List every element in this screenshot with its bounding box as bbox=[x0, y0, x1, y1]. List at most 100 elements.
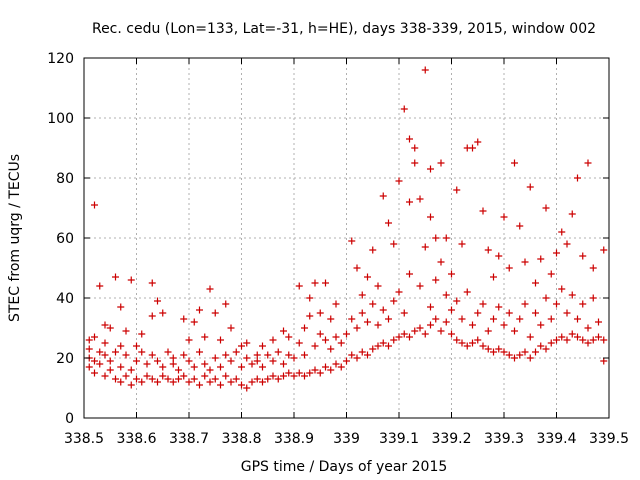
data-point bbox=[280, 327, 287, 335]
data-point bbox=[385, 342, 392, 350]
data-point bbox=[547, 270, 555, 278]
data-point bbox=[458, 315, 466, 323]
data-point bbox=[211, 354, 219, 362]
data-point bbox=[91, 369, 98, 377]
data-point bbox=[264, 351, 272, 359]
data-point bbox=[143, 360, 151, 368]
data-point bbox=[490, 273, 497, 281]
data-point bbox=[248, 360, 256, 368]
data-point bbox=[306, 294, 314, 302]
data-point bbox=[217, 363, 224, 371]
y-tick-label: 0 bbox=[65, 411, 74, 427]
data-point bbox=[526, 183, 534, 191]
x-tick-label: 338.9 bbox=[274, 431, 314, 447]
data-point bbox=[427, 303, 434, 311]
data-point bbox=[490, 315, 497, 323]
data-point bbox=[301, 324, 308, 332]
data-point bbox=[353, 324, 361, 332]
y-tick-label: 120 bbox=[47, 51, 74, 67]
data-point bbox=[206, 366, 214, 374]
y-tick-label: 100 bbox=[47, 111, 74, 127]
data-point bbox=[85, 336, 93, 344]
data-point bbox=[316, 330, 324, 338]
data-point bbox=[563, 336, 571, 344]
data-point bbox=[285, 333, 293, 341]
data-point bbox=[280, 372, 287, 380]
data-point bbox=[437, 159, 445, 167]
data-point bbox=[379, 339, 387, 347]
data-point bbox=[353, 264, 361, 272]
data-point bbox=[274, 348, 282, 356]
data-point bbox=[206, 378, 214, 386]
data-point bbox=[474, 138, 482, 146]
data-point bbox=[159, 309, 167, 317]
data-point bbox=[269, 336, 277, 344]
data-point bbox=[101, 372, 109, 380]
data-point bbox=[442, 291, 450, 299]
data-point bbox=[558, 285, 566, 293]
data-point bbox=[416, 282, 424, 290]
data-point bbox=[385, 219, 392, 227]
data-point bbox=[511, 159, 518, 167]
data-point bbox=[201, 372, 209, 380]
data-point bbox=[295, 369, 303, 377]
data-point bbox=[505, 351, 513, 359]
data-point bbox=[432, 276, 440, 284]
data-point bbox=[411, 144, 419, 152]
data-point bbox=[589, 294, 597, 302]
data-point bbox=[600, 246, 608, 254]
data-point bbox=[395, 333, 403, 341]
data-point bbox=[553, 336, 560, 344]
data-point bbox=[526, 333, 534, 341]
data-point bbox=[217, 381, 224, 389]
data-point bbox=[474, 336, 482, 344]
data-point bbox=[222, 372, 230, 380]
data-point bbox=[385, 315, 392, 323]
data-point bbox=[190, 375, 198, 383]
data-point bbox=[568, 330, 576, 338]
data-point bbox=[117, 363, 125, 371]
data-point bbox=[421, 243, 429, 251]
data-point bbox=[112, 273, 119, 281]
data-point bbox=[154, 378, 161, 386]
data-point bbox=[316, 309, 324, 317]
grid bbox=[84, 58, 609, 418]
data-point bbox=[500, 348, 508, 356]
data-point bbox=[133, 357, 140, 365]
data-point bbox=[148, 312, 156, 320]
data-point bbox=[295, 282, 303, 290]
data-point bbox=[106, 324, 114, 332]
data-point bbox=[85, 363, 93, 371]
data-point bbox=[274, 375, 282, 383]
data-point bbox=[495, 303, 503, 311]
data-point bbox=[369, 246, 377, 254]
data-point bbox=[406, 198, 413, 206]
data-point bbox=[516, 351, 524, 359]
data-point bbox=[406, 333, 413, 341]
data-point bbox=[584, 339, 592, 347]
data-point bbox=[122, 372, 130, 380]
data-point bbox=[416, 195, 424, 203]
data-point bbox=[411, 159, 419, 167]
data-point bbox=[332, 333, 340, 341]
data-point bbox=[395, 177, 403, 185]
data-point bbox=[169, 354, 177, 362]
data-point bbox=[600, 336, 608, 344]
data-point bbox=[416, 324, 424, 332]
data-point bbox=[600, 357, 608, 365]
data-point bbox=[269, 357, 277, 365]
data-point bbox=[374, 282, 382, 290]
data-point bbox=[353, 354, 361, 362]
data-point bbox=[448, 306, 455, 314]
data-point bbox=[553, 300, 560, 308]
data-point bbox=[542, 294, 550, 302]
data-point bbox=[421, 330, 429, 338]
data-point bbox=[469, 321, 476, 329]
data-point bbox=[248, 378, 256, 386]
data-point bbox=[112, 348, 119, 356]
axis-ticks: 338.5 338.6 338.7 338.8 338.9 339 339.1 339.2 33… bbox=[47, 51, 629, 447]
data-point bbox=[343, 357, 350, 365]
data-point bbox=[322, 363, 329, 371]
data-point bbox=[589, 264, 597, 272]
